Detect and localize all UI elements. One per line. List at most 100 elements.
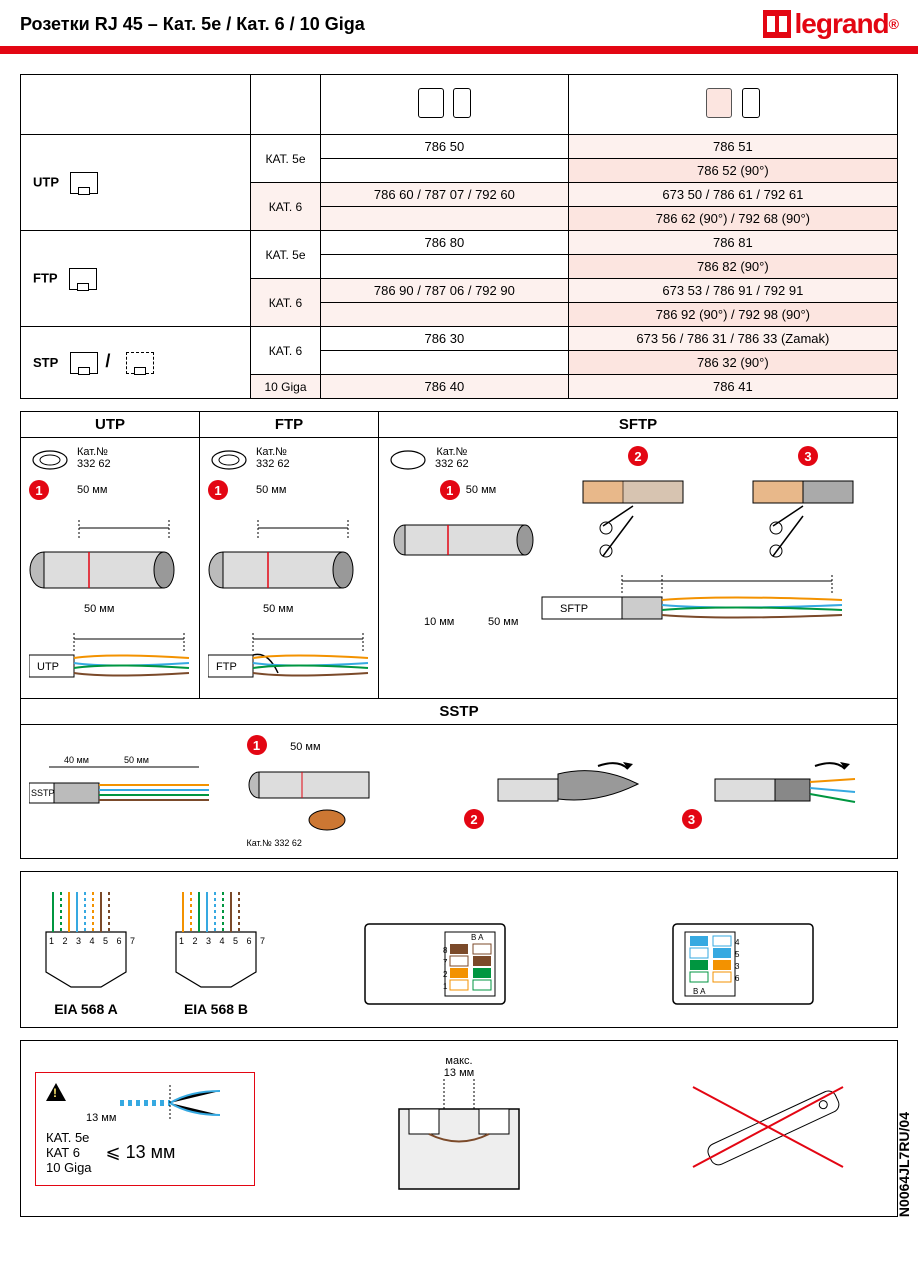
cell: 786 52 (90°)	[568, 159, 897, 183]
cell: 786 81	[568, 231, 897, 255]
page-title: Розетки RJ 45 – Кат. 5е / Кат. 6 / 10 Gi…	[20, 14, 365, 35]
product-table: UTP КАТ. 5е 786 50 786 51 786 52 (90°) К…	[20, 74, 898, 399]
module-icon-2	[742, 88, 760, 118]
eia-568a: 1 2 3 4 5 6 7 8 EIA 568 A	[31, 882, 141, 1017]
stripped-cable: SFTP	[522, 575, 852, 625]
step-1: 1	[440, 480, 460, 500]
connector-icon: 1 2 3 4 5 6 7 8	[31, 882, 141, 992]
brand-logo: legrand®	[763, 8, 898, 40]
legrand-icon	[763, 10, 791, 38]
strip-dim: 50 мм	[84, 603, 114, 615]
step-1: 1	[29, 480, 49, 500]
jack-icon	[70, 172, 98, 194]
strip-a: 10 мм	[424, 616, 454, 628]
cell: 786 92 (90°) / 792 98 (90°)	[568, 303, 897, 327]
dim: 50 мм	[290, 741, 320, 753]
scissors-diagram	[733, 466, 883, 566]
cable-label: UTP	[37, 661, 59, 673]
sstp-step-1: 1 50 мм Кат.№ 332 62	[247, 735, 455, 848]
cell: 786 60 / 787 07 / 792 60	[321, 183, 569, 207]
sftp-step-3: 3	[727, 446, 889, 569]
ftp-col: FTP Кат.№332 62 1 50 мм	[200, 412, 379, 698]
cell: 786 82 (90°)	[568, 255, 897, 279]
type-ftp: FTP	[21, 231, 251, 327]
cell: 786 41	[568, 375, 897, 399]
cell: 786 50	[321, 135, 569, 159]
tool-label: Кат.№	[77, 446, 108, 458]
sftp-hdr: SFTP	[379, 412, 897, 438]
stp-cat6: КАТ. 6	[251, 327, 321, 375]
cable-diagram	[393, 500, 543, 560]
punch-tool-diagram	[663, 1067, 883, 1190]
type-stp-label: STP	[33, 355, 58, 370]
ftp-cat5e: КАТ. 5е	[251, 231, 321, 279]
sstp-step-2: 2	[464, 754, 672, 830]
stripped-cable: FTP	[208, 633, 370, 683]
cable-diagram	[29, 520, 191, 590]
product-col-b	[568, 75, 897, 135]
dim: 50 мм	[256, 484, 286, 496]
tool-ref: Кат.№ 332 62	[247, 838, 455, 848]
svg-text:SFTP: SFTP	[560, 603, 588, 615]
step-1: 1	[247, 735, 267, 755]
jack-diagram-1: B A 8 7 2 1	[291, 904, 579, 1017]
utp-cat5e: КАТ. 5е	[251, 135, 321, 183]
cell: 673 56 / 786 31 / 786 33 (Zamak)	[568, 327, 897, 351]
document-code: N0064JL7RU/04	[896, 1112, 912, 1217]
registered-mark: ®	[889, 16, 898, 32]
max-label: макс.	[275, 1055, 643, 1067]
sftp-step-1: Кат.№332 62 1 50 мм	[387, 446, 549, 569]
svg-text:8: 8	[443, 946, 448, 955]
type-utp-label: UTP	[33, 174, 59, 189]
outlet-icon-hl	[706, 88, 732, 118]
tool-label: Кат.№	[256, 446, 287, 458]
eia-568b: 1 2 3 4 5 6 7 8 EIA 568 B	[161, 882, 271, 1017]
dim-b: 50 мм	[124, 755, 149, 765]
warn-dim: 13 мм	[86, 1112, 116, 1124]
stp-10g: 10 Giga	[251, 375, 321, 399]
cell	[321, 255, 569, 279]
tool-num: 332 62	[77, 458, 111, 470]
eia-b-label: EIA 568 B	[161, 1001, 271, 1017]
utp-hdr: UTP	[21, 412, 199, 438]
type-utp: UTP	[21, 135, 251, 231]
page-header: Розетки RJ 45 – Кат. 5е / Кат. 6 / 10 Gi…	[0, 0, 918, 40]
cell: 673 53 / 786 91 / 792 91	[568, 279, 897, 303]
tool-row: Кат.№332 62	[29, 446, 191, 474]
warn-cond: ⩽ 13 мм	[106, 1142, 176, 1163]
eia-a-label: EIA 568 A	[31, 1001, 141, 1017]
tool-num: 332 62	[256, 458, 290, 470]
ftp-cat6: КАТ. 6	[251, 279, 321, 327]
svg-text:1 2 3 4 5 6 7 8: 1 2 3 4 5 6 7 8	[179, 936, 271, 946]
tool-num: 332 62	[435, 458, 469, 470]
cable-label: FTP	[216, 661, 237, 673]
svg-text:1 2 3 4 5 6 7 8: 1 2 3 4 5 6 7 8	[49, 936, 141, 946]
sstp-hdr: SSTP	[21, 699, 897, 725]
max-dim: 13 мм	[275, 1067, 643, 1079]
jack-icon	[69, 268, 97, 290]
sstp-panel: SSTP 40 мм 50 мм SSTP 1	[21, 698, 897, 858]
step-2: 2	[628, 446, 648, 466]
stripper-icon	[208, 446, 250, 474]
cell	[321, 351, 569, 375]
cell: 786 40	[321, 375, 569, 399]
svg-text:2: 2	[443, 970, 448, 979]
cell: 786 51	[568, 135, 897, 159]
outlet-icon	[418, 88, 444, 118]
stripper-icon	[29, 446, 71, 474]
svg-text:7: 7	[443, 958, 448, 967]
bottom-panel: 13 мм КАТ. 5е КАТ 6 10 Giga ⩽ 13 мм	[20, 1040, 898, 1217]
scissors-diagram	[563, 466, 713, 566]
warning-box: 13 мм КАТ. 5е КАТ 6 10 Giga ⩽ 13 мм	[35, 1072, 255, 1186]
svg-text:1: 1	[443, 982, 448, 991]
slash: /	[105, 351, 110, 371]
module-icon	[453, 88, 471, 118]
brand-name: legrand	[795, 8, 889, 40]
tool-label: Кат.№	[436, 446, 467, 458]
table-blank-2	[251, 75, 321, 135]
cell	[321, 159, 569, 183]
step-3: 3	[682, 809, 702, 829]
warn-cats: КАТ. 5е КАТ 6 10 Giga	[46, 1130, 92, 1175]
table-blank-1	[21, 75, 251, 135]
jack-icon	[70, 352, 98, 374]
